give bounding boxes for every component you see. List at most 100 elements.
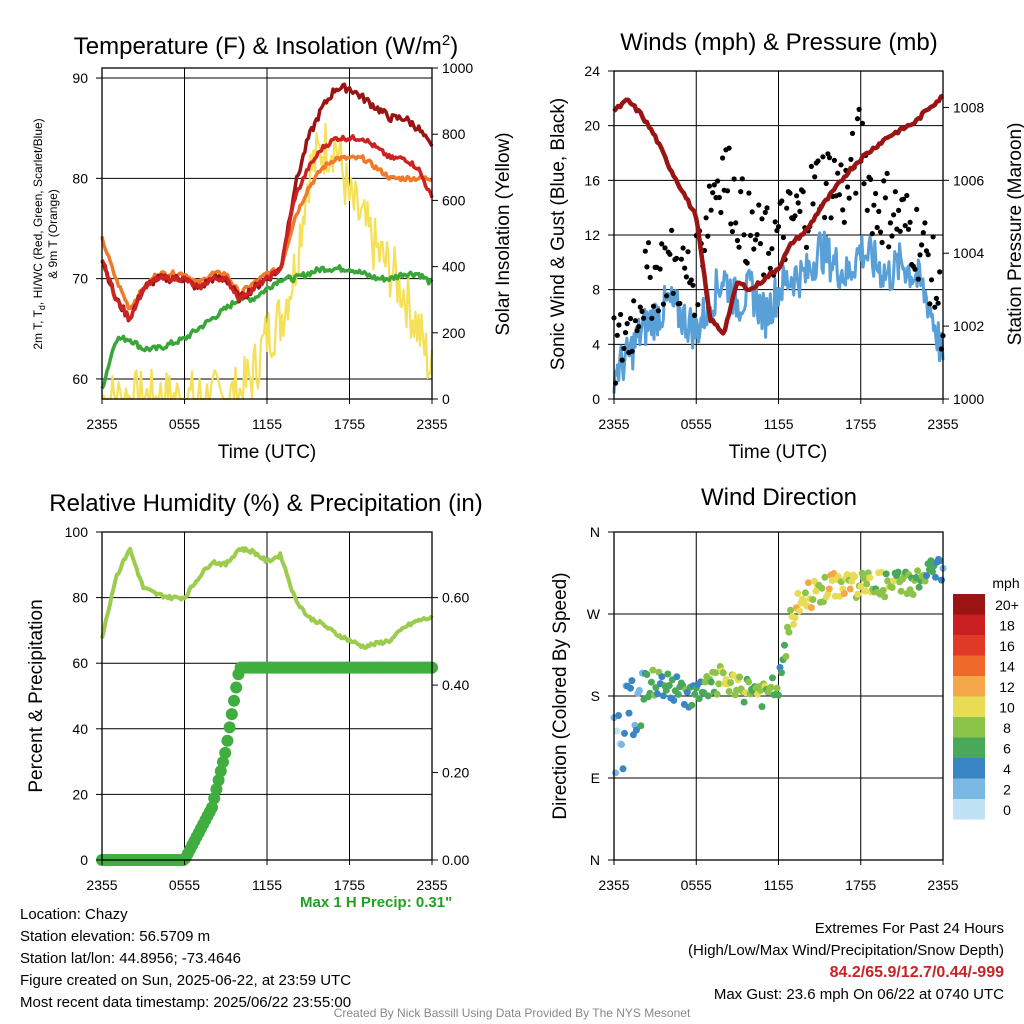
gust-point [680, 245, 686, 251]
gust-point [636, 324, 642, 330]
gust-point [914, 206, 920, 212]
direction-point [840, 590, 848, 598]
gust-point [645, 240, 652, 246]
gust-point [747, 232, 754, 239]
gust-point [861, 181, 867, 187]
temperature-title: Temperature (F) & Insolation (W/m2) [74, 32, 458, 60]
gust-point [752, 237, 759, 243]
gust-point [766, 250, 772, 256]
gust-point [892, 189, 898, 195]
temp-ytick-label-right: 1000 [442, 60, 473, 76]
gust-point [836, 192, 843, 198]
direction-point [688, 701, 696, 709]
temp-ytick-label-right: 0 [442, 391, 450, 407]
wind-ytick-label-right: 1002 [953, 318, 984, 334]
wind-ytick-label-left: 16 [584, 172, 600, 188]
gust-point [647, 274, 653, 280]
pressure-line [612, 93, 944, 336]
dir-xtick-label: 1755 [845, 877, 876, 893]
gust-point [726, 145, 732, 151]
direction-point [938, 576, 945, 584]
legend-color-box [953, 635, 985, 656]
precip-point [217, 756, 229, 768]
direction-point [809, 596, 817, 603]
humidity-ylabel: Percent & Precipitation [26, 599, 47, 792]
temp-xtick-label: 2355 [416, 416, 447, 432]
gust-point [703, 215, 709, 221]
precip-point [219, 746, 232, 759]
rh-ytick-label-right: 0.60 [442, 590, 469, 606]
wind-xtick-label: 1755 [845, 416, 876, 432]
gust-point [848, 156, 854, 162]
gust-point [927, 301, 933, 307]
gust-point [634, 328, 640, 334]
humidity-panel: Relative Humidity (%) & Precipitation (i… [26, 490, 483, 893]
rh-ytick-label-left: 100 [65, 524, 89, 540]
gust-point [912, 266, 918, 272]
legend-label: 20+ [995, 597, 1019, 613]
direction-point [801, 589, 809, 597]
gust-point [662, 245, 668, 251]
direction-panel: Wind Direction 2355 0555 1155 1755 2355 N E S W N… [550, 484, 1020, 893]
speed-color-legend: mph 20+ 18 16 14 12 10 8 6 4 2 0 [953, 575, 1020, 820]
gust-point [715, 178, 721, 184]
direction-point [740, 698, 748, 706]
direction-point [932, 573, 939, 581]
direction-point [775, 691, 782, 699]
gust-point [764, 205, 770, 211]
gust-point [904, 192, 910, 199]
gust-point [733, 220, 739, 226]
direction-point [664, 670, 672, 678]
gust-point [642, 248, 648, 254]
wind-title: Winds (mph) & Pressure (mb) [620, 29, 937, 56]
recent-data-text: Most recent data timestamp: 2025/06/22 2… [20, 994, 352, 1011]
direction-point [704, 692, 712, 700]
direction-point [854, 590, 862, 598]
direction-point [794, 589, 802, 597]
precip-point [208, 792, 221, 805]
gust-point [917, 252, 923, 258]
temp-xtick-label: 2355 [86, 416, 117, 432]
dir-ytick-label-left: W [587, 606, 601, 622]
gust-point [935, 300, 941, 306]
gust-point [649, 315, 655, 321]
gust-point [632, 318, 639, 324]
direction-point [857, 583, 865, 590]
temp-xtick-label: 1155 [252, 416, 282, 432]
precip-point [225, 708, 238, 721]
gust-point [874, 224, 880, 231]
gust-point [631, 298, 637, 304]
station-info: Location: Chazy Station elevation: 56.57… [20, 904, 351, 1014]
legend-label: 0 [1003, 802, 1011, 818]
gust-point [716, 194, 722, 201]
gust-point [838, 162, 844, 168]
gust-point [930, 234, 936, 240]
direction-title: Wind Direction [701, 484, 857, 511]
direction-point [673, 673, 681, 681]
legend-color-box [953, 758, 985, 779]
rh-xtick-label: 2355 [86, 877, 117, 893]
humidity-ticks: 2355 0555 1155 1755 2355 0 20 40 60 80 100 0.00 0.20… [65, 524, 470, 893]
direction-point [769, 674, 776, 682]
gust-point [815, 158, 821, 164]
direction-point [736, 673, 744, 681]
legend-label: 6 [1003, 741, 1011, 757]
direction-point [659, 692, 667, 700]
direction-point [804, 579, 812, 587]
max-gust-text: Max Gust: 23.6 mph On 06/22 at 0740 UTC [713, 986, 1004, 1003]
direction-point [665, 682, 673, 689]
precip-point [223, 721, 236, 734]
gust-point [688, 277, 694, 283]
dir-ytick-label-left: N [590, 852, 600, 868]
gust-point [705, 233, 711, 239]
direction-point [619, 765, 627, 773]
rh-ytick-label-right: 0.40 [442, 677, 469, 693]
legend-label: 16 [999, 638, 1015, 654]
gust-point [928, 277, 935, 283]
direction-point [851, 573, 859, 581]
gust-point [820, 154, 826, 160]
direction-point [612, 769, 619, 777]
created-text: Figure created on Sun, 2025-06-22, at 23… [20, 972, 352, 989]
direction-point [635, 686, 643, 694]
